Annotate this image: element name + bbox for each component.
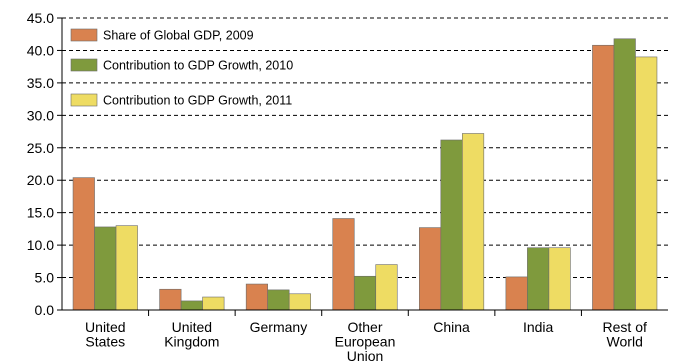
legend: Share of Global GDP, 2009 Contribution to… — [70, 28, 293, 108]
x-category-label-line: European — [335, 334, 396, 350]
bar-2 — [180, 300, 203, 311]
legend-label-2: Contribution to GDP Growth, 2010 — [103, 59, 293, 73]
x-category-label-line: Germany — [250, 319, 308, 335]
y-tick-label: 10.0 — [27, 237, 54, 253]
bar-1 — [245, 283, 268, 311]
bar-2 — [353, 275, 377, 311]
y-tick-label: 15.0 — [27, 205, 54, 221]
y-tick-label: 0.0 — [35, 302, 55, 318]
y-tick-label: 35.0 — [27, 75, 54, 91]
legend-swatch-3 — [70, 93, 98, 107]
y-tick-label: 40.0 — [27, 42, 54, 58]
x-category-label-line: States — [85, 334, 125, 350]
bar-2 — [94, 226, 117, 311]
x-category-label-line: Rest of — [603, 319, 647, 335]
bar-1 — [505, 276, 528, 311]
y-tick-label: 5.0 — [35, 270, 55, 286]
bar-2 — [527, 247, 550, 311]
bar-1 — [419, 227, 442, 311]
x-category-label-line: World — [607, 334, 643, 350]
bar-3 — [202, 296, 225, 311]
x-category-label-line: Other — [347, 319, 382, 335]
bar-1 — [72, 177, 95, 311]
bar-1 — [592, 44, 615, 311]
legend-label-1: Share of Global GDP, 2009 — [103, 29, 254, 43]
bar-2 — [613, 38, 636, 311]
x-category-label: Rest of World — [603, 319, 647, 350]
bar-3 — [635, 56, 658, 311]
y-tick-label: 20.0 — [27, 172, 54, 188]
x-category-label: Germany — [250, 319, 308, 335]
bar-3 — [115, 225, 138, 311]
bar-1 — [332, 218, 355, 311]
axes: 0.0 5.0 10.0 15.0 20.0 25.0 30.0 35.0 40.0 45.0 Un… — [27, 10, 668, 364]
x-category-label: United States — [85, 319, 125, 350]
x-category-label-line: United — [172, 319, 212, 335]
bar-1 — [159, 288, 182, 311]
x-category-label: China — [433, 319, 470, 335]
x-category-label-line: United — [85, 319, 125, 335]
legend-swatch-2 — [70, 58, 98, 72]
gridlines — [62, 17, 668, 279]
bar-3 — [375, 264, 398, 311]
bar-3 — [548, 247, 571, 311]
y-tick-label: 25.0 — [27, 140, 54, 156]
legend-swatch-1 — [70, 28, 98, 42]
legend-label-3: Contribution to GDP Growth, 2011 — [103, 94, 292, 108]
y-tick-label: 45.0 — [27, 10, 54, 26]
x-category-label: United Kingdom — [164, 319, 219, 350]
x-category-label-line: Union — [347, 348, 384, 364]
bar-2 — [440, 139, 463, 311]
bar-3 — [462, 133, 485, 311]
bar-3 — [288, 293, 311, 311]
y-tick-label: 30.0 — [27, 107, 54, 123]
x-category-label: India — [523, 319, 554, 335]
bar-2 — [267, 289, 290, 311]
x-category-label-line: China — [433, 319, 470, 335]
x-category-label: Other European Union — [335, 319, 396, 364]
bars — [72, 38, 658, 311]
x-category-label-line: India — [523, 319, 554, 335]
x-category-label-line: Kingdom — [164, 334, 219, 350]
